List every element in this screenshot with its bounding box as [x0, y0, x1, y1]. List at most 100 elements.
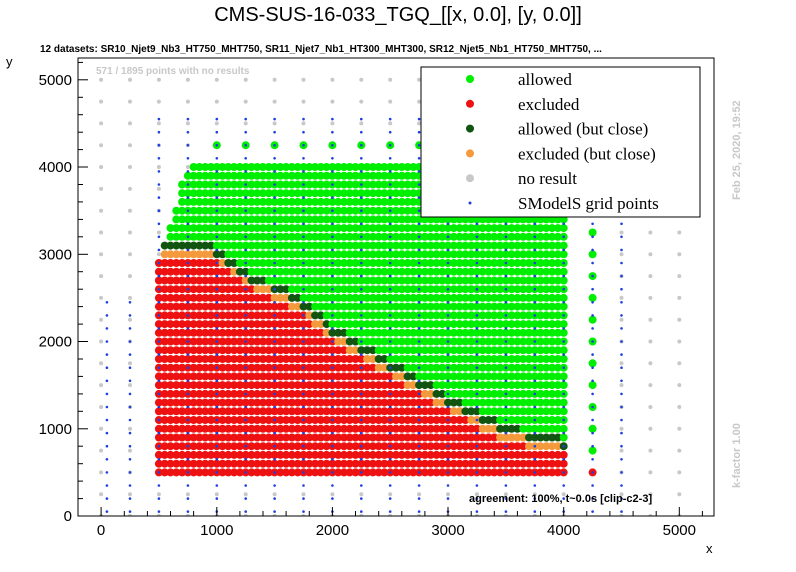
excluded-point [351, 407, 360, 416]
grid-point [388, 157, 392, 160]
grid-point [388, 274, 392, 278]
no-result-point [99, 165, 104, 169]
excluded-point [397, 424, 406, 433]
excluded-point [195, 293, 204, 302]
excluded-close-point [392, 372, 400, 381]
excluded-point [207, 285, 215, 294]
allowed-point [519, 363, 528, 372]
allowed-point [484, 232, 493, 241]
allowed-point [235, 180, 244, 189]
no-result-point [99, 317, 104, 322]
excluded-point [178, 302, 187, 311]
excluded-point [432, 468, 441, 477]
allowed-point [270, 189, 279, 198]
allowed-point [525, 276, 533, 285]
allowed-point [484, 224, 493, 233]
grid-point [417, 418, 421, 422]
grid-point [244, 327, 247, 330]
no-result-point [156, 252, 161, 257]
grid-point [360, 431, 363, 435]
allowed-point [259, 259, 267, 267]
excluded-point [409, 442, 418, 451]
allowed-point [449, 311, 458, 320]
grid-point [331, 274, 334, 278]
grid-point [504, 274, 508, 278]
allowed-point [374, 328, 383, 337]
allowed-point [472, 320, 481, 329]
allowed-point [536, 389, 545, 398]
allowed-point [490, 372, 499, 381]
allowed-point [380, 163, 389, 171]
no-result-point [156, 492, 161, 497]
grid-point [302, 405, 305, 409]
allowed-point [357, 163, 366, 171]
excluded-point [264, 407, 273, 416]
excluded-point [328, 381, 337, 390]
allowed-point [340, 206, 348, 215]
grid-point [157, 471, 161, 474]
excluded-point [195, 372, 204, 381]
no-result-point [619, 230, 624, 235]
allowed-point [426, 224, 435, 233]
excluded-point [299, 381, 308, 390]
excluded-point [513, 450, 522, 459]
allowed-point [478, 381, 487, 390]
excluded-point [305, 320, 314, 329]
excluded-close-point [484, 424, 493, 433]
x-tick-label: 3000 [431, 522, 464, 539]
allowed-point [368, 328, 377, 337]
allowed-point [426, 293, 435, 302]
allowed-point [380, 276, 389, 285]
grid-point [128, 431, 132, 435]
allowed-point [513, 337, 522, 346]
allowed-point [438, 276, 447, 285]
excluded-point [438, 468, 447, 477]
excluded-point [386, 450, 395, 459]
allowed-point [496, 311, 505, 320]
grid-point [302, 248, 305, 252]
grid-point [105, 392, 109, 396]
excluded-point [224, 285, 233, 294]
excluded-point [380, 459, 389, 468]
allowed-point [496, 293, 505, 302]
excluded-point [392, 442, 400, 451]
excluded-point [154, 276, 163, 285]
excluded-point [345, 381, 354, 390]
allowed-point [345, 250, 354, 259]
allowed-point [183, 197, 192, 206]
excluded-point [461, 433, 470, 442]
excluded-point [224, 433, 233, 442]
allowed-point [525, 285, 533, 294]
excluded-point [559, 459, 568, 468]
allowed-point [484, 320, 493, 329]
allowed-point [519, 424, 528, 433]
allowed-point [322, 311, 331, 320]
excluded-point [328, 407, 337, 416]
excluded-point [299, 433, 308, 442]
allowed-point [461, 293, 470, 302]
grid-point [562, 287, 565, 291]
allowed-point [409, 206, 418, 215]
excluded-point [189, 293, 198, 302]
grid-point [215, 183, 219, 186]
grid-point [388, 222, 392, 226]
excluded-point [230, 389, 239, 398]
excluded-point [345, 363, 354, 372]
excluded-point [160, 285, 169, 294]
allowed-point [449, 372, 458, 381]
allowed-point [415, 372, 424, 381]
kfactor-note: k-factor 1.00 [731, 423, 743, 488]
excluded-point [467, 433, 476, 442]
excluded-point [351, 355, 360, 363]
allowed-point [305, 189, 314, 198]
allowed-point [334, 224, 343, 233]
excluded-point [305, 363, 314, 372]
excluded-point [380, 381, 389, 390]
excluded-point [403, 442, 412, 451]
excluded-point [253, 293, 262, 302]
grid-point [475, 261, 479, 265]
allowed-point [218, 189, 227, 198]
excluded-close-point [282, 293, 291, 302]
allowed-close-point [311, 311, 320, 320]
allowed-point [316, 293, 325, 302]
